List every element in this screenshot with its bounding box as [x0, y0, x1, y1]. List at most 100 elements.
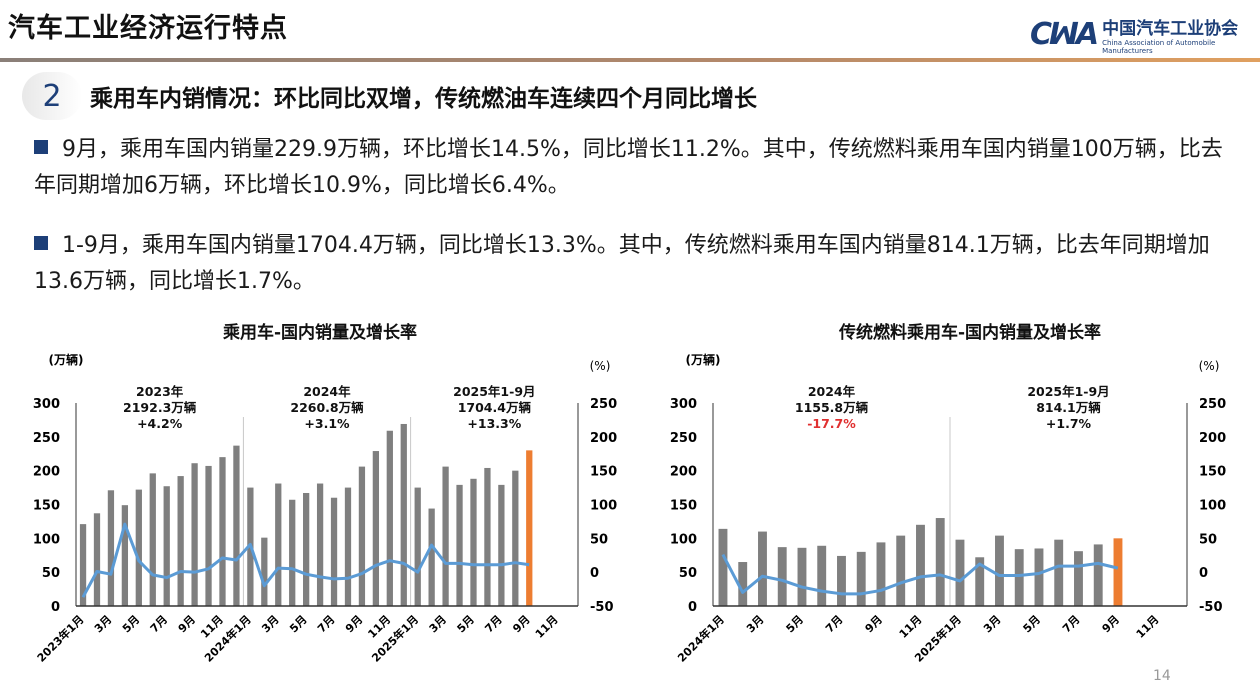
x-tick-label: 11月 [533, 613, 561, 641]
bar [1093, 544, 1103, 606]
year-total-annotation: 2025年1-9月 [453, 384, 535, 399]
page-number: 14 [1153, 668, 1171, 684]
y2-tick-label: 100 [1199, 499, 1226, 514]
bar [219, 457, 226, 606]
y2-tick-label: -50 [590, 600, 614, 615]
y-axis-unit: (万辆) [686, 352, 721, 367]
logo-cn: 中国汽车工业协会 [1102, 19, 1239, 39]
bar [135, 489, 142, 606]
x-tick-label: 9月 [863, 613, 885, 635]
bar [261, 537, 268, 606]
year-total-annotation: +3.1% [304, 416, 350, 431]
bar [442, 466, 449, 606]
x-tick-label: 3月 [259, 613, 281, 635]
bar [955, 539, 965, 606]
bar [163, 486, 170, 606]
y-tick-label: 300 [33, 397, 60, 412]
bar [414, 487, 421, 606]
year-total-annotation: +13.3% [467, 416, 521, 431]
year-total-annotation: 2023年 [136, 384, 184, 399]
bullet-text: 9月，乘用车国内销量229.9万辆，环比增长14.5%，同比增长11.2%。其中… [34, 137, 1223, 198]
bar [995, 535, 1004, 606]
bar [817, 545, 827, 606]
chart-ice-passenger-domestic: (万辆) (%) 0 50 100 150 200 250 300 -50 0 50 100 150 200… [670, 352, 1226, 665]
bar [470, 478, 477, 606]
x-tick-label: 7月 [148, 613, 170, 635]
x-tick-label: 5月 [120, 613, 142, 635]
bar [93, 513, 101, 606]
growth-rate-line [721, 553, 1119, 596]
bar [526, 450, 533, 606]
x-tick-label: 5月 [455, 613, 477, 635]
year-total-annotation: 2024年 [303, 384, 351, 399]
y2-tick-label: 50 [590, 532, 608, 547]
x-tick-label: 7月 [482, 613, 504, 635]
y2-tick-label: 150 [590, 465, 617, 480]
bar [896, 535, 906, 606]
x-tick-label: 9月 [510, 613, 532, 635]
bar [205, 465, 212, 606]
x-tick-label: 11月 [897, 613, 925, 641]
x-tick-label: 3月 [92, 613, 114, 635]
bar [797, 547, 807, 606]
y2-tick-label: -50 [1199, 600, 1223, 615]
bullet-square-icon [34, 236, 48, 250]
bar [177, 476, 184, 606]
bar [916, 524, 925, 606]
year-total-annotation: 1704.4万辆 [458, 400, 532, 415]
year-total-annotation: 814.1万辆 [1036, 400, 1101, 415]
bar [275, 483, 282, 606]
x-tick-label: 9月 [1100, 613, 1122, 635]
bar [372, 451, 380, 606]
bar [1113, 538, 1123, 606]
y2-tick-label: 0 [590, 566, 599, 581]
y2-axis-unit: (%) [1199, 359, 1220, 373]
y2-tick-label: 0 [1199, 566, 1208, 581]
bar [837, 555, 846, 606]
y-tick-label: 50 [679, 566, 697, 581]
bar [400, 423, 407, 606]
bar [975, 557, 985, 606]
bar [456, 484, 463, 606]
bar [289, 499, 296, 606]
bar [149, 473, 156, 606]
x-tick-label: 3月 [981, 613, 1003, 635]
y2-tick-label: 200 [1199, 431, 1226, 446]
y-axis-unit: (万辆) [49, 352, 84, 367]
bar [79, 524, 87, 606]
x-tick-label: 7月 [315, 613, 337, 635]
section-title: 乘用车内销情况：环比同比双增，传统燃油车连续四个月同比增长 [90, 86, 757, 112]
growth-rate-line [81, 522, 530, 598]
y-tick-label: 200 [33, 465, 60, 480]
x-tick-label: 5月 [287, 613, 309, 635]
y-tick-label: 250 [670, 431, 697, 446]
chart1-title: 乘用车-国内销量及增长率 [222, 323, 418, 343]
x-tick-label: 5月 [784, 613, 806, 635]
bar [758, 531, 767, 606]
bar [856, 551, 866, 606]
bar [428, 508, 435, 606]
caam-logo: CꟽA 中国汽车工业协会 China Association of Automo… [1030, 14, 1260, 55]
x-tick-label: 11月 [1134, 613, 1162, 641]
year-total-annotation: +1.7% [1046, 416, 1092, 431]
y-tick-label: 100 [670, 532, 697, 547]
section-number: 2 [22, 72, 82, 120]
y-tick-label: 150 [670, 499, 697, 514]
bar [1054, 539, 1064, 606]
y-tick-label: 50 [42, 566, 60, 581]
y2-tick-label: 150 [1199, 465, 1226, 480]
y-tick-label: 250 [33, 431, 60, 446]
year-total-annotation: -17.7% [807, 416, 856, 431]
bar [498, 484, 505, 606]
section-heading: 2 乘用车内销情况：环比同比双增，传统燃油车连续四个月同比增长 [22, 72, 757, 120]
y2-tick-label: 250 [590, 397, 617, 412]
year-total-annotation: 2024年 [808, 384, 856, 399]
y-tick-label: 0 [688, 600, 697, 615]
bar [1074, 551, 1083, 606]
year-total-annotation: 2260.8万辆 [290, 400, 364, 415]
header-divider [0, 58, 1260, 62]
bar [1034, 548, 1044, 606]
chart2-title: 传统燃料乘用车-国内销量及增长率 [838, 323, 1102, 343]
year-total-annotation: 2192.3万辆 [123, 400, 197, 415]
y2-tick-label: 250 [1199, 397, 1226, 412]
